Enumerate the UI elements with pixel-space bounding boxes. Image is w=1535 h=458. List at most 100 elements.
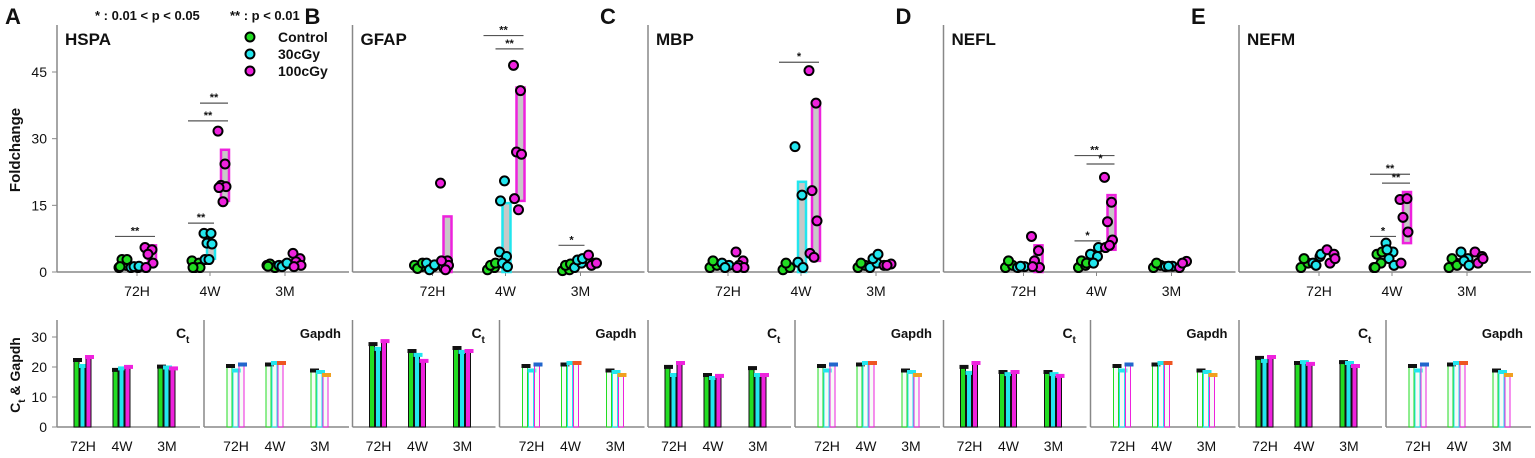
significance-label: * xyxy=(569,234,574,246)
gapdh-x-tick-label: 3M xyxy=(310,438,329,454)
bar-Control xyxy=(1447,365,1454,428)
data-point-30cGy xyxy=(719,262,731,274)
bar-100cGy xyxy=(1164,363,1170,428)
error-cap xyxy=(1208,373,1218,377)
error-cap xyxy=(959,364,969,369)
data-point-100cGy xyxy=(810,97,822,109)
bottom-y-tick-label: 10 xyxy=(31,389,47,405)
significance-label: * xyxy=(1085,230,1090,242)
ct-x-tick-label: 72H xyxy=(661,438,687,454)
legend-label-30cGy: 30cGy xyxy=(278,46,320,62)
error-cap xyxy=(998,370,1008,374)
bar-30cGy xyxy=(163,368,170,428)
ct-x-tick-label: 4W xyxy=(998,438,1020,454)
bar-100cGy xyxy=(124,367,131,428)
error-cap xyxy=(901,368,910,373)
significance-label: ** xyxy=(210,92,219,104)
data-point-100cGy xyxy=(509,193,520,205)
bar-30cGy xyxy=(118,368,125,428)
x-tick-label: 72H xyxy=(124,283,150,299)
bar-100cGy xyxy=(1011,372,1017,428)
gapdh-x-tick-label: 4W xyxy=(1151,438,1173,454)
data-point-30cGy xyxy=(1163,260,1174,272)
error-cap xyxy=(1049,372,1059,377)
bar-100cGy xyxy=(85,357,92,428)
p-legend-single: * : 0.01 < p < 0.05 xyxy=(95,8,200,23)
bar-100cGy xyxy=(676,363,683,428)
range-box-100cGy xyxy=(810,101,822,263)
error-cap xyxy=(265,362,274,367)
bar-Control xyxy=(999,372,1005,428)
ct-title-subscript: t xyxy=(1073,335,1077,346)
error-cap xyxy=(1408,364,1417,368)
error-cap xyxy=(1459,361,1468,365)
error-cap xyxy=(1112,364,1122,368)
x-tick-label: 72H xyxy=(420,283,446,299)
gene-title: NEFL xyxy=(952,30,996,49)
ct-title: C xyxy=(472,325,482,341)
data-point-100cGy xyxy=(583,249,594,261)
error-cap xyxy=(823,368,832,373)
error-cap xyxy=(676,361,685,365)
gapdh-x-tick-label: 4W xyxy=(856,438,878,454)
data-point-100cGy xyxy=(288,261,300,273)
gapdh-x-tick-label: 4W xyxy=(560,438,582,454)
data-point-100cGy xyxy=(803,65,815,77)
gapdh-x-tick-label: 4W xyxy=(1447,438,1469,454)
error-cap xyxy=(1124,362,1134,367)
data-point-30cGy xyxy=(872,248,884,260)
data-point-30cGy xyxy=(206,238,218,250)
data-point-100cGy xyxy=(731,262,743,274)
data-point-30cGy xyxy=(1088,257,1099,269)
bar-Control xyxy=(748,368,755,428)
legend-marker-100cGy xyxy=(244,65,256,77)
data-point-100cGy xyxy=(435,177,446,189)
data-point-30cGy xyxy=(499,175,510,187)
bar-30cGy xyxy=(1345,363,1352,428)
y-tick-label: 45 xyxy=(31,64,47,80)
bar-100cGy xyxy=(277,363,284,428)
bar-30cGy xyxy=(232,371,239,428)
ct-x-tick-label: 72H xyxy=(1252,438,1278,454)
error-cap xyxy=(715,373,724,378)
gapdh-x-tick-label: 3M xyxy=(901,438,920,454)
error-cap xyxy=(73,358,82,362)
error-cap xyxy=(1414,368,1423,373)
bar-30cGy xyxy=(375,349,381,428)
data-point-100cGy xyxy=(806,185,818,197)
data-point-100cGy xyxy=(212,125,224,137)
bar-30cGy xyxy=(271,363,278,428)
bar-100cGy xyxy=(760,375,767,428)
data-point-100cGy xyxy=(140,262,152,274)
error-cap xyxy=(271,361,280,365)
range-box-100cGy xyxy=(219,148,231,203)
panel-letter: D xyxy=(896,4,912,29)
data-point-100cGy xyxy=(217,196,229,208)
ct-title-subscript: t xyxy=(777,335,781,346)
ct-x-tick-label: 72H xyxy=(70,438,96,454)
error-cap xyxy=(533,362,543,367)
bar-100cGy xyxy=(381,341,387,428)
bar-Control xyxy=(408,351,414,428)
panel-letter: E xyxy=(1191,4,1206,29)
bar-100cGy xyxy=(1351,366,1358,428)
error-cap xyxy=(464,349,474,353)
bar-30cGy xyxy=(1453,363,1460,428)
bar-Control xyxy=(664,367,671,428)
ct-x-tick-label: 3M xyxy=(453,438,472,454)
bar-100cGy xyxy=(169,368,176,428)
error-cap xyxy=(118,366,127,371)
error-cap xyxy=(617,373,627,377)
ct-title-subscript: t xyxy=(482,335,486,346)
panel-A: A HSPA 0 15 30 45 Foldchange 72H 4W 3M ** ** ** ** C t 7… xyxy=(5,4,349,454)
bar-Control xyxy=(453,348,459,428)
error-cap xyxy=(368,342,378,347)
bar-100cGy xyxy=(573,363,579,428)
bar-100cGy xyxy=(1267,357,1274,428)
error-cap xyxy=(1010,370,1020,374)
x-tick-label: 3M xyxy=(1162,283,1181,299)
x-tick-label: 3M xyxy=(275,283,294,299)
bar-Control xyxy=(157,367,164,428)
gapdh-x-tick-label: 3M xyxy=(1492,438,1511,454)
data-point-Control xyxy=(187,262,199,274)
